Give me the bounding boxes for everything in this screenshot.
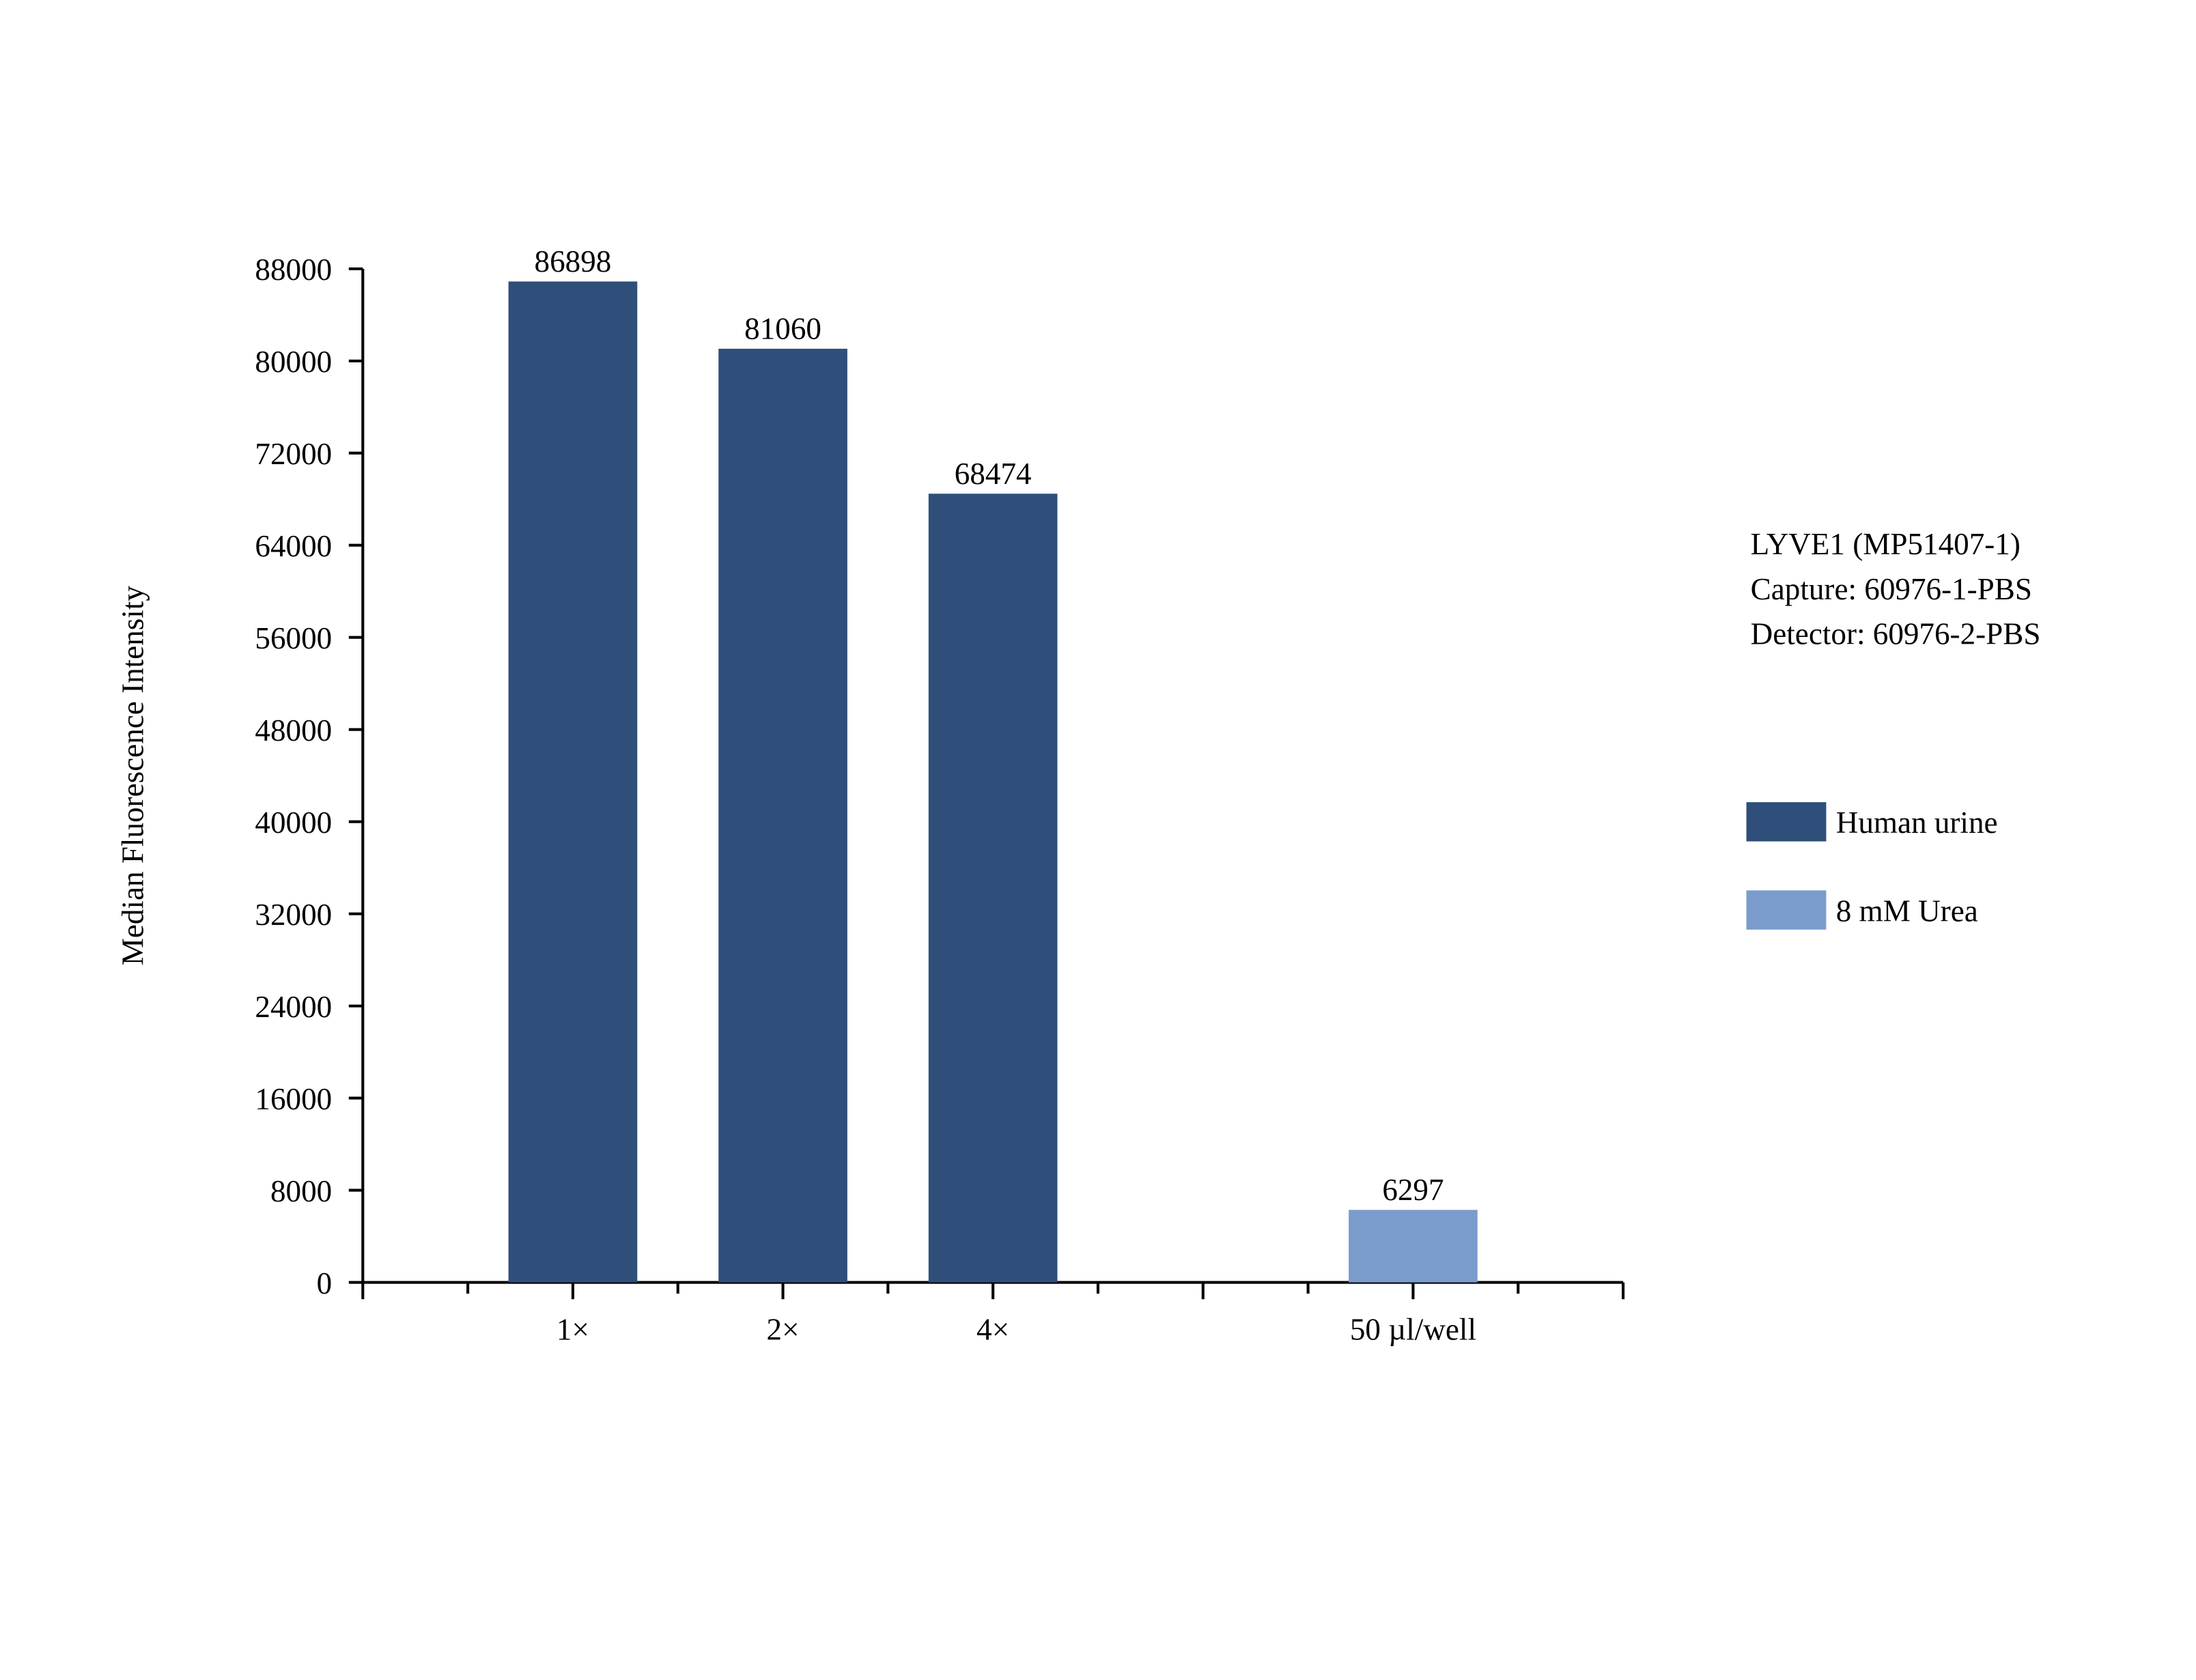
data-label: 68474 bbox=[955, 457, 1032, 491]
y-tick-label: 56000 bbox=[255, 621, 332, 655]
data-label: 81060 bbox=[744, 312, 821, 346]
legend-swatch bbox=[1746, 890, 1827, 930]
y-tick-label: 8000 bbox=[270, 1174, 332, 1208]
legend-label: Human urine bbox=[1836, 806, 1998, 840]
y-tick-label: 88000 bbox=[255, 253, 332, 287]
bar bbox=[1349, 1210, 1478, 1283]
y-tick-label: 80000 bbox=[255, 345, 332, 379]
y-tick-label: 72000 bbox=[255, 437, 332, 471]
bar bbox=[718, 348, 847, 1283]
data-label: 6297 bbox=[1382, 1173, 1444, 1207]
y-tick-label: 16000 bbox=[255, 1082, 332, 1116]
x-tick-label: 4× bbox=[976, 1313, 1009, 1347]
y-tick-label: 32000 bbox=[255, 898, 332, 932]
y-tick-label: 48000 bbox=[255, 713, 332, 748]
y-tick-label: 64000 bbox=[255, 529, 332, 563]
x-tick-label: 50 µl/well bbox=[1350, 1313, 1476, 1347]
annotation: LYVE1 (MP51407-1) bbox=[1751, 527, 2021, 561]
bar bbox=[508, 281, 638, 1283]
x-tick-label: 1× bbox=[557, 1313, 589, 1347]
data-label: 86898 bbox=[535, 244, 612, 279]
y-axis-label: Median Fluorescence Intensity bbox=[115, 586, 150, 966]
y-tick-label: 0 bbox=[317, 1266, 333, 1300]
annotation: Detector: 60976-2-PBS bbox=[1751, 616, 2041, 651]
legend-label: 8 mM Urea bbox=[1836, 894, 1978, 928]
x-tick-label: 2× bbox=[767, 1313, 800, 1347]
bar bbox=[928, 494, 1058, 1283]
y-tick-label: 24000 bbox=[255, 990, 332, 1024]
y-tick-label: 40000 bbox=[255, 806, 332, 840]
annotation: Capture: 60976-1-PBS bbox=[1751, 572, 2032, 606]
legend-swatch bbox=[1746, 802, 1827, 842]
